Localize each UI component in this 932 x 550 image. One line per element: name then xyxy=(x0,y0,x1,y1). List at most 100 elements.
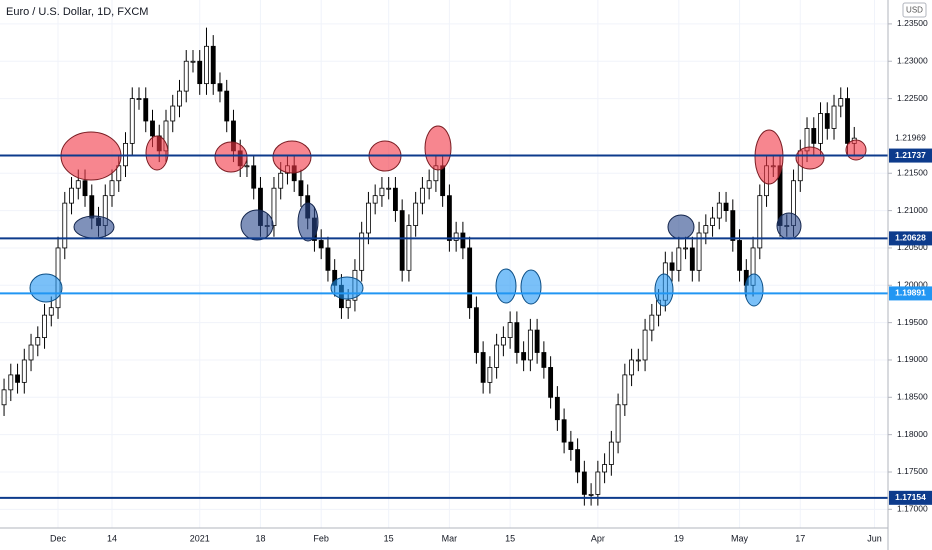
candle-body xyxy=(487,367,493,383)
candle-body xyxy=(1,389,7,406)
candle-body xyxy=(737,240,742,271)
x-tick-label: Dec xyxy=(50,533,67,543)
candle-body xyxy=(372,195,378,204)
ellipse xyxy=(654,273,674,307)
ellipse xyxy=(145,135,169,171)
ellipse xyxy=(214,141,248,173)
candle-body xyxy=(69,187,74,204)
candle-body xyxy=(649,314,655,331)
candle-body xyxy=(177,90,182,107)
candle-body xyxy=(379,187,385,197)
candle-body xyxy=(136,98,142,100)
candle-body xyxy=(413,202,419,226)
candle-body xyxy=(406,225,412,271)
candle-body xyxy=(824,113,830,129)
candle-body xyxy=(62,202,68,249)
candle-body xyxy=(635,359,641,362)
candle-body xyxy=(366,202,371,234)
candle-body xyxy=(318,240,324,249)
currency-box xyxy=(902,2,927,18)
candle-body xyxy=(278,172,284,189)
candle-body xyxy=(197,60,203,85)
y-tick-label: 1.21000 xyxy=(897,205,928,215)
candle-body xyxy=(730,210,736,241)
x-tick-label: 2021 xyxy=(190,533,210,543)
candle-body xyxy=(82,180,88,197)
x-tick-label: 17 xyxy=(795,533,805,543)
currency: USD xyxy=(906,6,923,15)
candle-body xyxy=(595,471,601,495)
candle-body xyxy=(109,180,115,197)
candle-body xyxy=(217,83,223,92)
ellipse xyxy=(520,269,542,305)
candle-body xyxy=(615,404,621,443)
level-label-box xyxy=(889,148,932,163)
candle-body xyxy=(838,98,844,107)
candle-body xyxy=(298,180,304,197)
y-tick-label: 1.20000 xyxy=(897,280,928,290)
candle-body xyxy=(386,187,392,190)
y-tick-label: 1.20500 xyxy=(897,242,928,252)
candle-body xyxy=(467,247,473,309)
candle-body xyxy=(710,217,715,226)
level-label-box xyxy=(889,231,932,246)
candle-body xyxy=(42,314,47,338)
ellipse xyxy=(776,212,802,240)
candle-body xyxy=(48,307,54,316)
candle-body xyxy=(514,322,520,353)
candle-body xyxy=(143,98,149,122)
candle-body xyxy=(588,493,594,496)
candle-body xyxy=(426,180,432,189)
candle-body xyxy=(325,247,331,271)
y-tick-label: 1.17500 xyxy=(897,466,928,476)
ellipse xyxy=(795,146,825,170)
candle-body xyxy=(453,232,459,241)
candle-body xyxy=(554,396,560,421)
x-tick-label: 18 xyxy=(255,533,265,543)
candle-body xyxy=(21,359,27,383)
candle-body xyxy=(28,344,34,361)
last-price-label: 1.21969 xyxy=(895,132,926,142)
candle-body xyxy=(818,113,823,144)
candle-body xyxy=(642,329,648,361)
x-tick-label: Jun xyxy=(867,533,882,543)
ellipse xyxy=(29,273,63,303)
candle-body xyxy=(460,232,466,249)
ellipse xyxy=(73,215,115,239)
candle-body xyxy=(703,225,709,234)
last-price-box xyxy=(889,131,932,146)
candle-body xyxy=(541,352,547,368)
candle-body xyxy=(845,98,850,144)
candle-body xyxy=(75,180,81,189)
candle-body xyxy=(683,247,688,250)
y-tick-label: 1.19500 xyxy=(897,317,928,327)
candles xyxy=(1,27,857,506)
candle-body xyxy=(359,232,365,271)
candle-body xyxy=(622,374,628,406)
candle-body xyxy=(244,165,250,168)
y-tick-label: 1.22500 xyxy=(897,93,928,103)
candle-body xyxy=(210,45,216,85)
candle-body xyxy=(534,329,540,353)
ellipse xyxy=(240,209,274,241)
price-axis xyxy=(888,0,932,550)
x-tick-label: Feb xyxy=(313,533,329,543)
candle-body xyxy=(190,60,196,63)
candle-body xyxy=(251,165,257,189)
axes: 1.23500 1.23000 1.22500 1.21500 1.21000 1.205… xyxy=(50,18,928,543)
level-label-box xyxy=(889,490,932,505)
candle-body xyxy=(629,359,635,376)
level-labels: 1.21737 1.20628 1.19891 1.17154 1.21969 xyxy=(889,131,932,505)
candle-body xyxy=(224,90,230,122)
x-tick-label: Apr xyxy=(591,533,605,543)
candle-body xyxy=(561,419,567,443)
x-tick-label: 19 xyxy=(674,533,684,543)
candle-body xyxy=(602,464,608,473)
light-support-marks xyxy=(29,268,764,307)
x-tick-label: 14 xyxy=(107,533,117,543)
ellipse xyxy=(845,139,867,161)
candle-body xyxy=(521,352,527,361)
candle-body xyxy=(419,187,425,204)
candle-body xyxy=(723,202,729,212)
candle-body xyxy=(204,45,209,85)
